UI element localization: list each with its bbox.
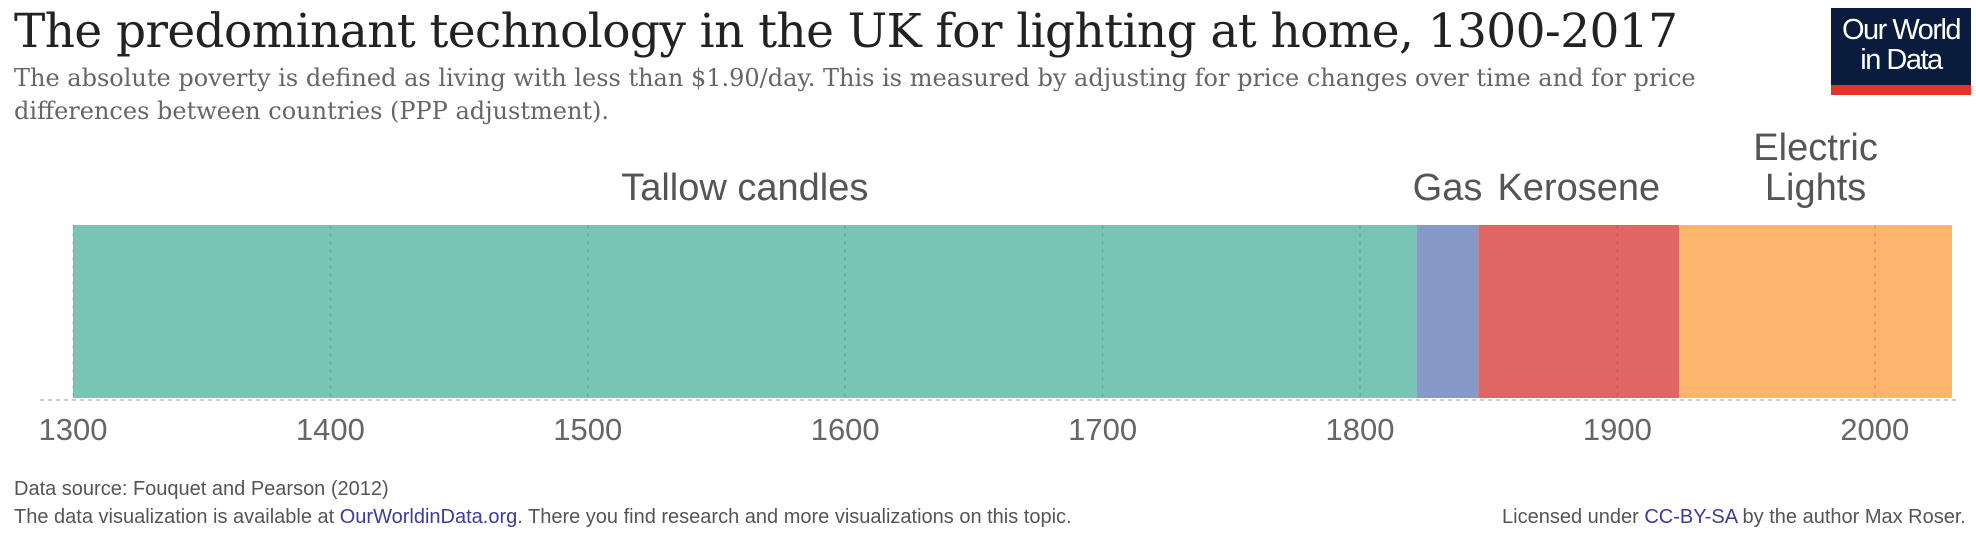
license-link[interactable]: CC-BY-SA — [1644, 506, 1737, 528]
segment-bars — [73, 225, 1952, 398]
owid-logo[interactable]: Our World in Data — [1831, 8, 1971, 95]
grid-lines — [72, 225, 1876, 398]
data-source: Data source: Fouquet and Pearson (2012) — [14, 478, 389, 500]
availability-text-post: . There you find research and more visua… — [517, 506, 1072, 528]
license-text-post: by the author Max Roser. — [1736, 506, 1966, 528]
x-tick-label-1300: 1300 — [39, 412, 108, 447]
segment-label-gas: Gas — [1413, 167, 1483, 209]
x-axis-ticks: 1300 1400 1500 1600 1700 1800 1900 2000 — [39, 412, 1910, 447]
logo-line-1: Our World — [1841, 14, 1962, 46]
chart-subtitle: The absolute poverty is defined as livin… — [14, 64, 1696, 125]
segment-label-kerosene: Kerosene — [1497, 167, 1660, 209]
x-tick-label-1400: 1400 — [296, 412, 365, 447]
license-note: Licensed under CC-BY-SA by the author Ma… — [1502, 506, 1966, 529]
x-tick-label-1600: 1600 — [811, 412, 880, 447]
chart-title: The predominant technology in the UK for… — [14, 4, 1678, 59]
bar-segment-gas[interactable] — [1416, 225, 1479, 398]
x-tick-label-1700: 1700 — [1068, 412, 1137, 447]
license-text-pre: Licensed under — [1502, 506, 1645, 528]
segment-label-tallow-candles: Tallow candles — [621, 167, 868, 209]
owid-link[interactable]: OurWorldinData.org — [339, 506, 518, 528]
bar-segment-kerosene[interactable] — [1478, 225, 1680, 398]
availability-note: The data visualization is available at O… — [14, 506, 1072, 529]
logo-accent-bar — [1831, 85, 1971, 95]
availability-text-pre: The data visualization is available at — [14, 506, 340, 528]
x-tick-label-2000: 2000 — [1840, 412, 1909, 447]
bar-segment-electric-lights[interactable] — [1679, 225, 1952, 398]
x-tick-label-1800: 1800 — [1326, 412, 1395, 447]
segment-labels: Tallow candles Gas Kerosene Electric Lights — [621, 130, 1878, 209]
bar-segment-tallow-candles[interactable] — [73, 225, 1417, 398]
x-tick-label-1500: 1500 — [553, 412, 622, 447]
logo-line-2: in Data — [1860, 44, 1943, 76]
segment-label-electric-lights: Electric Lights — [1753, 130, 1878, 209]
x-tick-label-1900: 1900 — [1583, 412, 1652, 447]
